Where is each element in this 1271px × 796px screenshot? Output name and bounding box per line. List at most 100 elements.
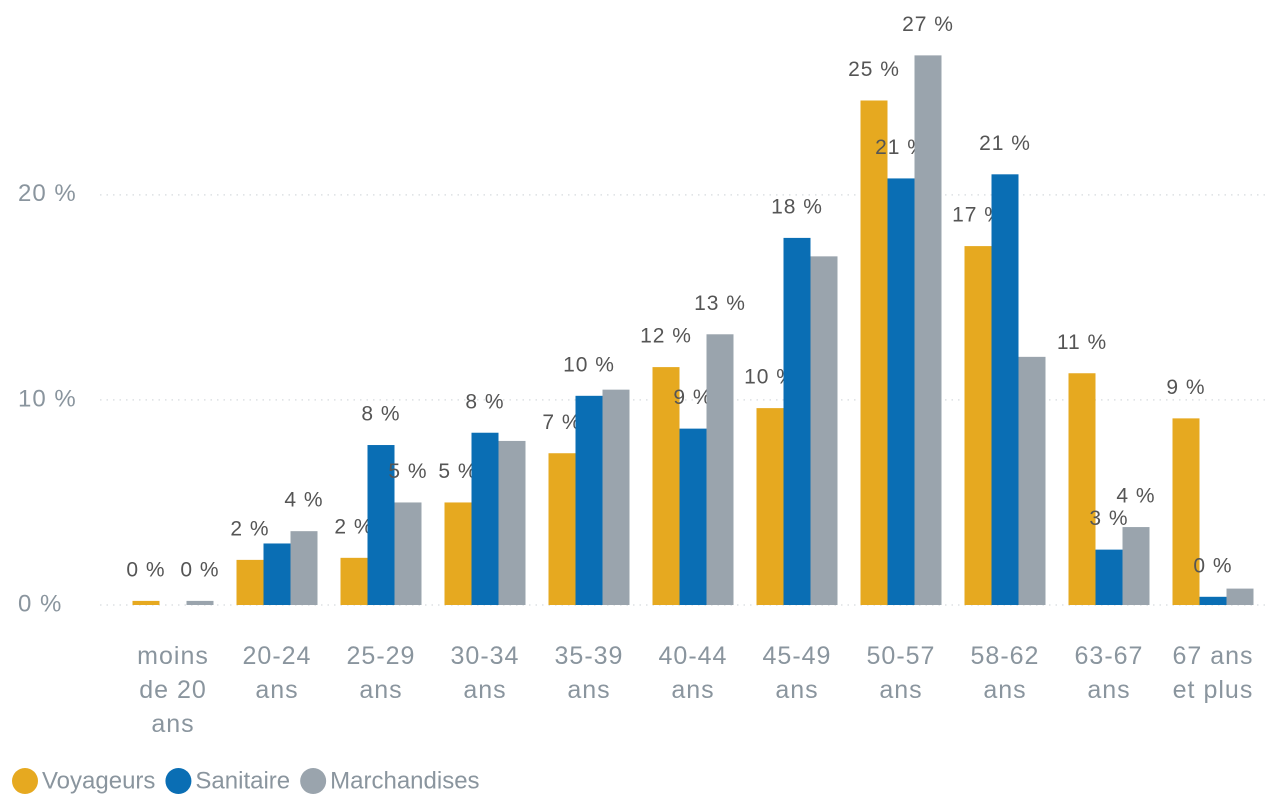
data-label: 13 % — [694, 292, 746, 315]
data-label: 5 % — [388, 460, 427, 483]
bar — [1226, 588, 1254, 605]
x-tick-line: ans — [567, 676, 610, 704]
bar — [1172, 418, 1200, 605]
x-tick-line: 40-44 — [659, 642, 728, 670]
x-tick-label: 58-62 ans — [971, 642, 1040, 704]
x-tick-label: 20-24 ans — [243, 642, 312, 704]
bar — [471, 432, 499, 605]
bar — [1095, 549, 1123, 605]
x-tick-line: ans — [983, 676, 1026, 704]
bar — [367, 445, 395, 605]
data-label: 18 % — [771, 195, 823, 218]
data-label: 17 % — [952, 204, 1004, 227]
data-label: 10 % — [563, 353, 615, 376]
data-label: 0 % — [126, 558, 165, 581]
bar — [548, 453, 576, 605]
bar — [498, 440, 526, 605]
x-tick-line: 30-34 — [451, 642, 520, 670]
data-label: 9 % — [673, 386, 712, 409]
bar — [860, 100, 888, 606]
bar — [914, 55, 942, 606]
bar — [263, 543, 291, 605]
data-label: 11 % — [1057, 331, 1107, 354]
x-tick-line: ans — [775, 676, 818, 704]
x-tick-label: moins de 20 ans — [137, 642, 209, 738]
bar — [991, 174, 1019, 606]
bar — [132, 600, 160, 605]
data-label: 4 % — [1116, 485, 1155, 508]
x-tick-line: 63-67 — [1075, 642, 1144, 670]
data-label: 0 % — [180, 558, 219, 581]
legend-swatch — [165, 768, 192, 794]
legend-label: Marchandises — [330, 767, 479, 794]
bar — [575, 395, 603, 605]
y-tick-label: 0 % — [18, 590, 62, 617]
x-tick-line: ans — [255, 676, 298, 704]
data-label: 4 % — [284, 489, 323, 512]
x-tick-line: 35-39 — [555, 642, 624, 670]
x-tick-line: 25-29 — [347, 642, 416, 670]
bar — [394, 502, 422, 605]
bar — [186, 600, 214, 605]
bar — [964, 246, 992, 606]
data-label: 2 % — [230, 517, 269, 540]
bar — [679, 428, 707, 605]
data-label: 21 % — [979, 132, 1031, 155]
bar — [652, 367, 680, 605]
data-label: 0 % — [1193, 554, 1232, 577]
x-tick-line: moins — [137, 642, 209, 670]
legend-label: Sanitaire — [195, 767, 290, 794]
bar — [1068, 373, 1096, 605]
data-label: 25 % — [848, 58, 900, 81]
bar — [602, 389, 630, 605]
legend-label: Voyageurs — [42, 767, 155, 794]
data-label: 2 % — [334, 515, 373, 538]
bar — [340, 557, 368, 605]
x-tick-label: 25-29 ans — [347, 642, 416, 704]
bar — [444, 502, 472, 605]
x-tick-line: ans — [671, 676, 714, 704]
data-label: 10 % — [744, 366, 796, 389]
x-tick-line: ans — [359, 676, 402, 704]
data-label: 5 % — [438, 460, 477, 483]
bar — [887, 178, 915, 606]
x-tick-label: 30-34 ans — [451, 642, 520, 704]
data-label: 12 % — [640, 325, 692, 348]
data-label: 8 % — [465, 390, 504, 413]
bar — [1199, 596, 1227, 605]
bar — [290, 531, 318, 605]
x-tick-line: ans — [1087, 676, 1130, 704]
x-tick-line: 45-49 — [763, 642, 832, 670]
data-label: 8 % — [361, 403, 400, 426]
data-label: 9 % — [1166, 376, 1205, 399]
bar — [236, 559, 264, 605]
y-tick-label: 20 % — [18, 180, 77, 207]
bar — [706, 334, 734, 605]
x-tick-label: 35-39 ans — [555, 642, 624, 704]
data-label: 3 % — [1089, 507, 1128, 530]
legend-swatch — [12, 768, 38, 794]
bar — [810, 256, 838, 605]
x-tick-line: ans — [879, 676, 922, 704]
x-tick-line: 50-57 — [867, 642, 936, 670]
data-label: 27 % — [902, 13, 954, 36]
x-tick-line: 67 ans — [1172, 642, 1253, 670]
legend-swatch — [300, 768, 327, 794]
y-tick-label: 10 % — [18, 385, 77, 412]
x-tick-label: 63-67 ans — [1075, 642, 1144, 704]
x-tick-line: 58-62 — [971, 642, 1040, 670]
bar — [1018, 356, 1046, 605]
bar — [756, 408, 784, 605]
data-label: 7 % — [542, 411, 581, 434]
x-tick-label: 67 ans et plus — [1172, 642, 1253, 704]
bar — [1122, 527, 1150, 605]
x-tick-line: ans — [463, 676, 506, 704]
x-tick-label: 50-57 ans — [867, 642, 936, 704]
x-tick-label: 40-44 ans — [659, 642, 728, 704]
x-tick-line: et plus — [1173, 676, 1254, 704]
bar — [783, 237, 811, 605]
x-tick-label: 45-49 ans — [763, 642, 832, 704]
data-label: 21 % — [875, 136, 927, 159]
x-tick-line: 20-24 — [243, 642, 312, 670]
